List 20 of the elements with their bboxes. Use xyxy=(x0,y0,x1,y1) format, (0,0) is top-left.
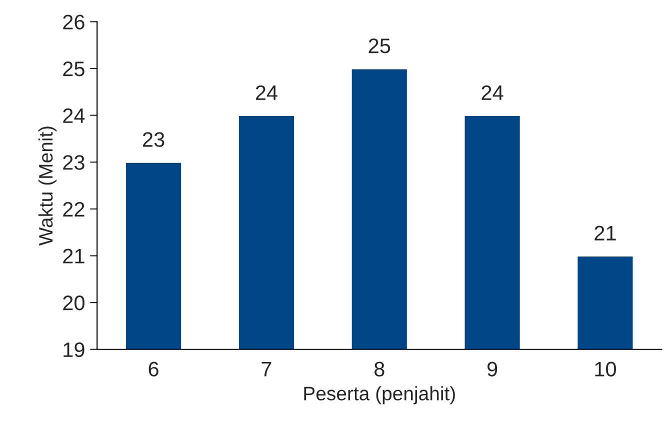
y-tick-label: 25 xyxy=(63,62,84,76)
x-tick-label: 7 xyxy=(262,362,272,376)
data-label: 21 xyxy=(594,226,616,240)
data-label: 24 xyxy=(482,85,504,100)
x-axis-title: Peserta (penjahit) xyxy=(304,386,455,404)
y-tick-label: 19 xyxy=(64,342,84,358)
y-tick-label: 26 xyxy=(63,14,84,30)
y-tick-label: 23 xyxy=(63,155,84,170)
y-axis-title: Waktu (Menit) xyxy=(38,126,57,246)
data-label: 25 xyxy=(368,38,390,54)
y-tick-label: 22 xyxy=(63,202,84,216)
y-tick-label: 20 xyxy=(63,296,84,310)
y-tick-label: 21 xyxy=(63,248,84,264)
data-label: 24 xyxy=(256,85,278,100)
x-tick-label: 9 xyxy=(487,362,498,376)
data-label: 23 xyxy=(143,132,164,147)
x-tick-label: 8 xyxy=(374,362,384,376)
y-tick-label: 24 xyxy=(63,108,85,123)
x-tick-label: 10 xyxy=(595,362,616,376)
x-tick-label: 6 xyxy=(148,362,158,376)
